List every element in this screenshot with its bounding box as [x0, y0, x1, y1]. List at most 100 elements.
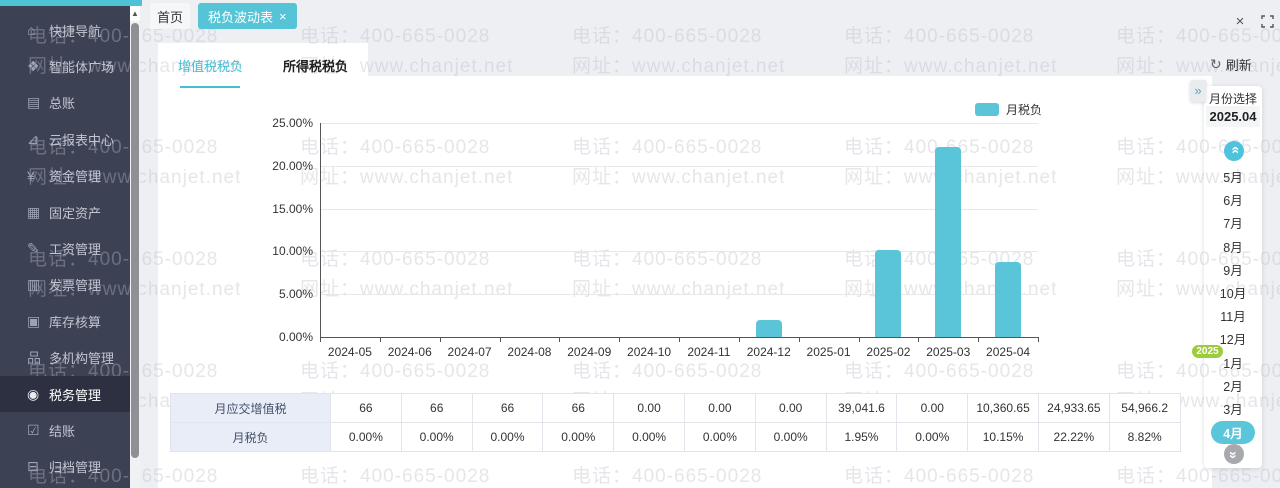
table-cell: 66 — [400, 393, 473, 423]
month-item-11月[interactable]: 11月 — [1220, 310, 1246, 325]
bar-2025-04[interactable] — [995, 261, 1022, 337]
month-item-6月[interactable]: 6月 — [1223, 194, 1243, 209]
chart-legend[interactable]: 月税负 — [975, 101, 1042, 118]
bar-2025-02[interactable] — [875, 250, 902, 337]
sidebar-item-label: 归档管理 — [49, 460, 102, 476]
report-chart-icon: ⊿ — [27, 130, 39, 147]
warehouse-icon: ▣ — [27, 312, 41, 329]
month-item-8月[interactable]: 8月 — [1223, 240, 1243, 255]
salary-doc-icon: ✎ — [27, 240, 39, 257]
sidebar-item-invoice[interactable]: ▥ 发票管理 — [0, 267, 130, 303]
months-page-up-button[interactable]: » — [1224, 141, 1244, 161]
sidebar-item-label: 库存核算 — [49, 314, 102, 330]
tax-data-table: 月应交增值税 66 66 66 66 0.00 0.00 0.00 39,041.6 0.00 10… — [170, 393, 1181, 452]
sidebar-item-label: 资金管理 — [49, 169, 102, 185]
bar-2025-03[interactable] — [935, 146, 962, 337]
month-item-1月[interactable]: 1月 — [1223, 356, 1243, 371]
table-cell: 22.22% — [1037, 422, 1110, 452]
sidebar-item-label: 税务管理 — [49, 387, 102, 403]
month-item-4月[interactable]: 4月 — [1211, 421, 1255, 445]
sidebar-item-inventory[interactable]: ▣ 库存核算 — [0, 303, 130, 339]
year-badge: 2025 — [1192, 345, 1223, 358]
sidebar-item-label: 固定资产 — [49, 205, 102, 221]
sidebar: ⌂ 快捷导航 ❖ 智能体广场 ▤ 总账 ⊿ 云报表中心 ¥ 资金管理 ▦ 固定资产 ✎ 工资管理 ▥ 发票管理… — [0, 6, 130, 488]
month-item-12月[interactable]: 12月 — [1219, 333, 1247, 348]
tab-income-tax-burden[interactable]: 所得税税负 — [282, 59, 348, 74]
table-cell: 8.82% — [1108, 422, 1181, 452]
table-cell: 54,966.2 — [1108, 393, 1181, 423]
table-cell: 66 — [471, 393, 544, 423]
archive-box-icon: ⊟ — [27, 458, 39, 475]
table-cell: 0.00% — [683, 422, 756, 452]
legend-label: 月税负 — [1006, 103, 1043, 117]
refresh-button[interactable]: ↻ 刷新 — [1210, 55, 1252, 73]
table-cell: 39,041.6 — [825, 393, 898, 423]
table-cell: 10,360.65 — [967, 393, 1039, 423]
home-icon: ⌂ — [27, 22, 36, 39]
sidebar-item-quick-nav[interactable]: ⌂ 快捷导航 — [0, 12, 130, 48]
close-icon[interactable]: × — [1235, 13, 1245, 30]
tab-home[interactable]: 首页 — [150, 3, 190, 29]
org-chart-icon: 品 — [27, 349, 41, 366]
sidebar-item-archive[interactable]: ⊟ 归档管理 — [0, 449, 130, 485]
closing-check-icon: ☑ — [27, 421, 40, 438]
month-item-5月[interactable]: 5月 — [1223, 171, 1243, 186]
sidebar-item-multi-org[interactable]: 品多机构管理 — [0, 340, 130, 376]
invoice-icon: ▥ — [27, 276, 41, 293]
table-cell: 0.00 — [613, 393, 685, 423]
tab-close-icon[interactable]: × — [279, 8, 287, 24]
tax-stamp-icon: ◉ — [27, 385, 40, 402]
table-cell: 66 — [542, 393, 615, 423]
tab-label: 税负波动表 — [208, 9, 274, 25]
tab-tax-fluctuation[interactable]: 税负波动表 × — [198, 3, 297, 29]
table-cell: 0.00% — [471, 422, 544, 452]
sidebar-item-funds[interactable]: ¥ 资金管理 — [0, 158, 130, 194]
table-row: 月税负 0.00% 0.00% 0.00% 0.00% 0.00% 0.00% 0.00% 1.… — [170, 422, 1181, 452]
sidebar-item-closing[interactable]: ☑ 结账 — [0, 412, 130, 448]
sidebar-item-fixed-assets[interactable]: ▦ 固定资产 — [0, 194, 130, 230]
sidebar-item-agent-plaza[interactable]: ❖ 智能体广场 — [0, 48, 130, 84]
sidebar-item-general-ledger[interactable]: ▤ 总账 — [0, 85, 130, 121]
legend-swatch — [975, 103, 999, 116]
month-item-10月[interactable]: 10月 — [1219, 287, 1247, 302]
table-cell: 24,933.65 — [1037, 393, 1110, 423]
panel-collapse-button[interactable]: » — [1190, 80, 1206, 102]
sidebar-item-label: 云报表中心 — [49, 132, 115, 148]
table-cell: 0.00 — [896, 393, 969, 423]
table-cell: 0.00% — [896, 422, 969, 452]
table-cell: 0.00% — [613, 422, 685, 452]
month-item-7月[interactable]: 7月 — [1223, 217, 1243, 232]
refresh-icon: ↻ — [1210, 55, 1222, 72]
sidebar-scrollbar-thumb[interactable] — [131, 23, 139, 458]
sidebar-item-label: 发票管理 — [49, 278, 102, 294]
row-header: 月税负 — [170, 422, 331, 452]
sidebar-item-label: 多机构管理 — [49, 351, 115, 367]
sidebar-item-payroll[interactable]: ✎ 工资管理 — [0, 230, 130, 266]
month-item-9月[interactable]: 9月 — [1223, 263, 1243, 278]
scroll-up-arrow-icon[interactable]: ▲ — [130, 6, 140, 21]
fullscreen-icon[interactable] — [1261, 15, 1274, 33]
sidebar-item-label: 快捷导航 — [49, 23, 102, 39]
month-item-3月[interactable]: 3月 — [1223, 402, 1243, 417]
table-cell: 0.00% — [400, 422, 473, 452]
content-tabs-background — [158, 43, 368, 88]
month-panel-title: 月份选择 — [1208, 92, 1257, 106]
table-cell: 0.00 — [754, 393, 827, 423]
bar-2024-12[interactable] — [755, 320, 782, 337]
tab-vat-tax-burden[interactable]: 增值税税负 — [158, 43, 263, 88]
top-accent-strip — [0, 0, 142, 6]
sidebar-item-tax[interactable]: ◉ 税务管理 — [0, 375, 130, 413]
sidebar-item-label: 总账 — [49, 96, 76, 112]
table-cell: 0.00% — [542, 422, 615, 452]
table-cell: 66 — [330, 393, 402, 423]
sidebar-item-cloud-reports[interactable]: ⊿ 云报表中心 — [0, 121, 130, 157]
current-period: 2025.04 — [1206, 106, 1260, 127]
sidebar-item-label: 结账 — [49, 423, 76, 439]
money-bag-icon: ¥ — [27, 167, 35, 184]
table-cell: 0.00% — [330, 422, 402, 452]
month-item-2月[interactable]: 2月 — [1223, 379, 1243, 394]
months-page-down-button[interactable]: » — [1224, 444, 1244, 464]
